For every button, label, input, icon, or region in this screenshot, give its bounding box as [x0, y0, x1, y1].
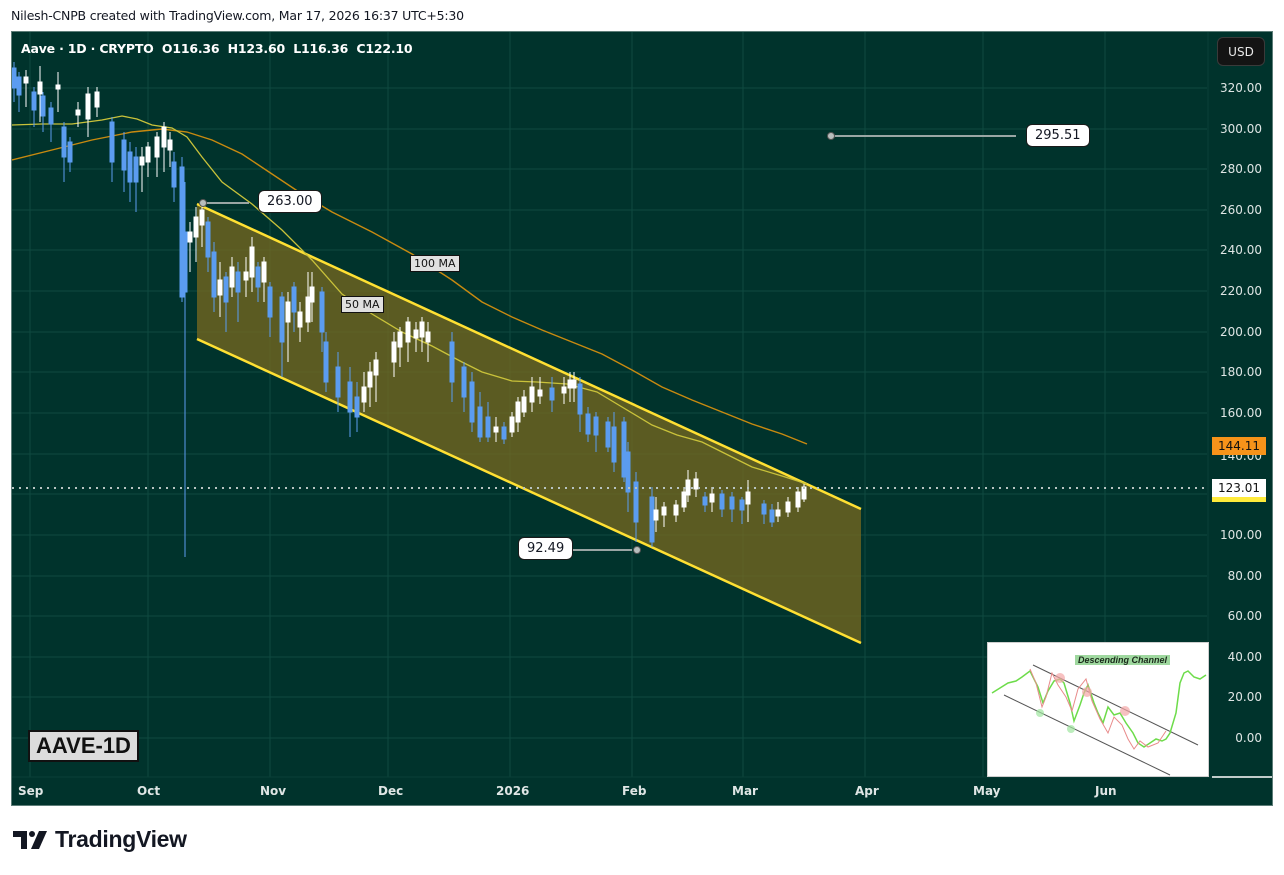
price-tick: 20.00	[1227, 690, 1262, 704]
symbol-ohlc-legend: Aave · 1D · CRYPTO O116.36 H123.60 L116.…	[21, 41, 413, 56]
time-tick: Dec	[378, 784, 404, 798]
currency-button[interactable]: USD	[1217, 37, 1265, 66]
price-tick: 320.00	[1220, 81, 1262, 95]
price-tick: 100.00	[1220, 528, 1262, 542]
price-tick: 200.00	[1220, 325, 1262, 339]
price-tick: 240.00	[1220, 243, 1262, 257]
price-tick: 260.00	[1220, 203, 1262, 217]
candles	[12, 62, 807, 557]
time-tick: 2026	[496, 784, 530, 798]
price-tick: 80.00	[1227, 569, 1262, 583]
tradingview-wordmark: TradingView	[55, 826, 187, 852]
price-tick: 40.00	[1227, 650, 1262, 664]
low-price-callout[interactable]: 92.49	[518, 537, 574, 560]
time-tick: Sep	[18, 784, 44, 798]
price-chart-canvas[interactable]	[12, 32, 1273, 806]
ma100-label: 100 MA	[410, 255, 460, 272]
tradingview-branding[interactable]: TradingView	[13, 826, 187, 853]
symbol-timeframe-label: AAVE-1D	[28, 730, 139, 762]
time-tick: Jun	[1095, 784, 1117, 798]
price-tick: 300.00	[1220, 122, 1262, 136]
time-tick: May	[973, 784, 1001, 798]
ma50-line	[12, 115, 808, 485]
ma50-price-tag	[1212, 492, 1266, 502]
high-price-callout[interactable]: 263.00	[258, 190, 322, 213]
time-tick: Nov	[260, 784, 287, 798]
price-tick: 220.00	[1220, 284, 1262, 298]
price-tick: 60.00	[1227, 609, 1262, 623]
time-tick: Mar	[732, 784, 758, 798]
chart-credit: Nilesh-CNPB created with TradingView.com…	[11, 8, 464, 23]
price-tick: 180.00	[1220, 365, 1262, 379]
tradingview-logo-icon	[13, 830, 47, 849]
descending-channel-reference-image: Descending Channel	[987, 642, 1209, 777]
last-price-tag: 123.01	[1212, 479, 1266, 497]
chart-panel[interactable]: Aave · 1D · CRYPTO O116.36 H123.60 L116.…	[11, 31, 1273, 806]
descending-channel-fill	[197, 204, 861, 643]
time-tick: Apr	[855, 784, 879, 798]
price-tick: 0.00	[1235, 731, 1262, 745]
ma50-label: 50 MA	[341, 296, 384, 313]
price-tick: 160.00	[1220, 406, 1262, 420]
inset-title: Descending Channel	[1075, 655, 1171, 665]
time-tick: Feb	[622, 784, 647, 798]
time-tick: Oct	[137, 784, 161, 798]
target-price-callout[interactable]: 295.51	[1026, 124, 1090, 147]
price-tick: 280.00	[1220, 162, 1262, 176]
ma100-price-tag: 144.11	[1212, 437, 1266, 455]
channel-lower-line	[196, 337, 862, 645]
